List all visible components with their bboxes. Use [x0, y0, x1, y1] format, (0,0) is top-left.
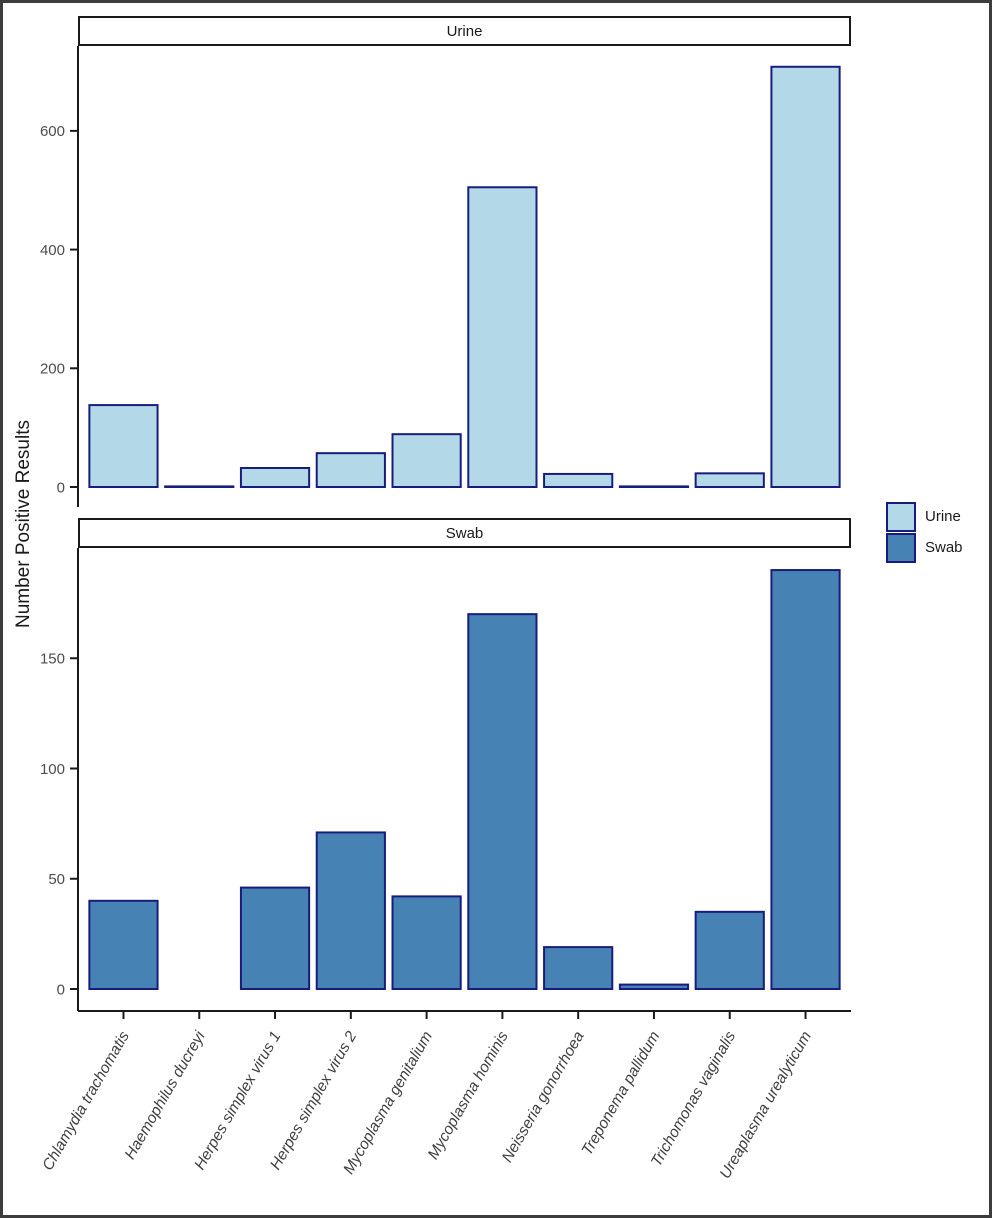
facet-strip-urine-label: Urine	[446, 22, 483, 40]
legend-key-urine	[886, 501, 916, 532]
x-tick-label: Mycoplasma hominis	[425, 1028, 512, 1162]
x-tick-label: Chlamydia trachomatis	[39, 1028, 133, 1173]
bar-swab-6	[543, 946, 614, 990]
y-tick-label: 0	[57, 981, 65, 998]
legend-label-swab: Swab	[925, 539, 963, 556]
y-axis-title: Number Positive Results	[13, 419, 34, 629]
bar-swab-3	[315, 831, 386, 990]
bar-urine-2	[239, 467, 311, 489]
y-tick-label: 200	[40, 361, 65, 378]
bar-swab-0	[88, 899, 159, 990]
legend-label-urine: Urine	[925, 508, 961, 525]
x-tick-label: Trichomonas vaginalis	[648, 1028, 739, 1169]
chart-canvas: 0 200 400 600 0 50 100 150 Chlamydia trachomatis…	[39, 46, 851, 1182]
y-tick-label: 600	[40, 123, 65, 140]
facet-strip-urine: Urine	[78, 16, 851, 46]
bar-swab-5	[467, 613, 538, 991]
bar-urine-6	[543, 472, 614, 489]
bar-urine-1	[164, 485, 235, 489]
facet-strip-swab-label: Swab	[445, 524, 484, 542]
x-tick-label: Treponema pallidum	[579, 1028, 664, 1158]
bar-urine-8	[694, 472, 765, 488]
y-tick-label: 400	[40, 242, 65, 259]
bar-urine-5	[467, 186, 538, 488]
x-tick-label: Haemophilus ducreyi	[122, 1028, 209, 1162]
bar-urine-9	[770, 65, 841, 488]
x-tick-label: Ureaplasma urealyticum	[717, 1028, 815, 1181]
y-tick-label: 150	[40, 651, 65, 668]
bar-swab-7	[618, 983, 690, 991]
legend: Urine Swab	[886, 501, 963, 563]
x-tick-label: Herpes simplex virus 1	[191, 1029, 284, 1173]
legend-key-swab	[886, 532, 916, 563]
x-tick-label: Neisseria gonorrhoea	[499, 1028, 588, 1165]
x-tick-label: Mycoplasma genitalium	[340, 1028, 436, 1177]
legend-item-swab: Swab	[886, 532, 963, 563]
bar-swab-8	[694, 910, 765, 991]
facet-strip-swab: Swab	[78, 518, 851, 548]
bar-urine-3	[315, 452, 386, 489]
bar-swab-4	[391, 895, 462, 991]
y-tick-label: 100	[40, 761, 65, 778]
bar-urine-4	[391, 433, 462, 488]
bar-swab-2	[239, 886, 311, 991]
y-tick-label: 50	[48, 871, 65, 888]
bar-urine-7	[618, 485, 690, 489]
bar-swab-9	[770, 569, 841, 990]
bar-urine-0	[88, 404, 159, 488]
x-tick-label: Herpes simplex virus 2	[267, 1028, 360, 1173]
y-tick-label: 0	[57, 479, 65, 496]
legend-item-urine: Urine	[886, 501, 963, 532]
